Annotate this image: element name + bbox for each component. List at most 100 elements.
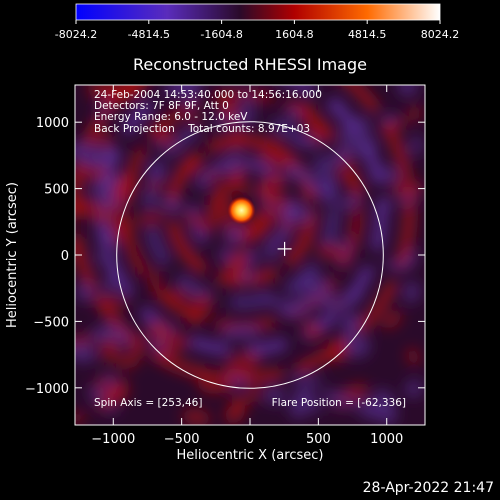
noise-blob bbox=[81, 163, 109, 181]
noise-blob bbox=[264, 386, 285, 405]
info-method: Back Projection Total counts: 8.97E+03 bbox=[94, 123, 310, 135]
noise-blob bbox=[103, 85, 140, 99]
noise-blob bbox=[126, 342, 143, 370]
noise-blob bbox=[89, 294, 129, 309]
noise-blob bbox=[342, 304, 354, 337]
noise-blob bbox=[134, 212, 167, 226]
noise-blob bbox=[75, 145, 102, 170]
noise-blob bbox=[181, 408, 211, 425]
noise-blob bbox=[298, 274, 332, 300]
noise-blob bbox=[403, 281, 421, 303]
noise-blob bbox=[232, 257, 248, 277]
noise-blob bbox=[326, 339, 350, 363]
noise-blob bbox=[97, 130, 112, 150]
noise-blob bbox=[148, 124, 176, 147]
noise-blob bbox=[103, 372, 118, 392]
noise-blob bbox=[321, 180, 337, 207]
noise-blob bbox=[325, 292, 364, 309]
info-energy: Energy Range: 6.0 - 12.0 keV bbox=[94, 111, 248, 123]
noise-blob bbox=[380, 117, 410, 132]
y-tick-label: −500 bbox=[33, 315, 69, 330]
noise-blob bbox=[231, 127, 243, 149]
footer-date: 28-Apr-2022 21:47 bbox=[362, 480, 494, 496]
noise-blob bbox=[334, 167, 366, 193]
noise-blob bbox=[406, 347, 420, 366]
colorbar-tick-label: -4814.5 bbox=[128, 28, 170, 41]
flare-source bbox=[227, 196, 256, 225]
y-axis-label: Heliocentric Y (arcsec) bbox=[5, 182, 20, 328]
noise-blob bbox=[183, 212, 217, 232]
noise-blob bbox=[147, 319, 171, 342]
colorbar-tick-label: 1604.8 bbox=[275, 28, 314, 41]
noise-blob bbox=[75, 142, 102, 152]
noise-blob bbox=[397, 85, 418, 97]
noise-blob bbox=[344, 334, 371, 358]
noise-blob bbox=[335, 97, 345, 118]
noise-blob bbox=[223, 351, 261, 376]
noise-blob bbox=[160, 196, 183, 214]
noise-blob bbox=[404, 379, 423, 398]
noise-blob bbox=[409, 135, 423, 156]
noise-blob bbox=[261, 291, 294, 315]
noise-blob bbox=[321, 390, 357, 408]
noise-blob bbox=[229, 170, 250, 199]
noise-blob bbox=[208, 171, 221, 183]
noise-blob bbox=[247, 386, 263, 399]
x-tick-label: 500 bbox=[306, 432, 331, 447]
colorbar-tick-label: -1604.8 bbox=[200, 28, 242, 41]
noise-blob bbox=[222, 395, 256, 417]
colorbar-tick-label: 8024.2 bbox=[421, 28, 460, 41]
noise-blob bbox=[163, 289, 190, 303]
noise-blob bbox=[344, 194, 364, 208]
noise-blob bbox=[380, 193, 392, 211]
noise-blob bbox=[264, 239, 278, 263]
noise-blob bbox=[148, 269, 161, 285]
noise-blob bbox=[335, 198, 350, 211]
noise-blob bbox=[231, 393, 241, 408]
noise-blob bbox=[265, 191, 291, 210]
noise-blob bbox=[111, 172, 138, 200]
noise-blob bbox=[257, 171, 286, 200]
solar-limb-circle bbox=[116, 121, 384, 389]
noise-blob bbox=[403, 249, 419, 271]
noise-blob bbox=[219, 97, 239, 124]
noise-blob bbox=[117, 334, 131, 347]
noise-blob bbox=[110, 201, 127, 235]
noise-blob bbox=[224, 151, 247, 176]
noise-blob bbox=[221, 323, 262, 340]
x-tick-label: −1000 bbox=[91, 432, 135, 447]
noise-blob bbox=[75, 411, 86, 424]
noise-blob bbox=[96, 240, 119, 266]
noise-blob bbox=[327, 144, 356, 168]
noise-blob bbox=[314, 244, 351, 261]
x-tick-label: 0 bbox=[246, 432, 254, 447]
noise-blob bbox=[288, 375, 324, 387]
image-texture bbox=[75, 85, 423, 425]
x-axis-label: Heliocentric X (arcsec) bbox=[177, 448, 324, 463]
noise-blob bbox=[98, 98, 110, 119]
noise-blob bbox=[185, 294, 213, 324]
noise-blob bbox=[391, 178, 423, 198]
noise-blob bbox=[188, 151, 204, 176]
noise-blob bbox=[147, 180, 164, 191]
y-tick-label: 0 bbox=[61, 249, 69, 264]
flare-position-label: Flare Position = [-62,336] bbox=[272, 397, 406, 409]
info-time-range: 24-Feb-2004 14:53:40.000 to 14:56:16.000 bbox=[94, 89, 322, 101]
noise-blob bbox=[284, 163, 301, 180]
noise-blob bbox=[182, 85, 199, 111]
noise-blob bbox=[339, 117, 371, 145]
y-tick-label: 1000 bbox=[36, 116, 69, 131]
noise-blob bbox=[75, 198, 112, 223]
noise-blob bbox=[75, 282, 95, 302]
noise-blob bbox=[408, 105, 423, 121]
crosshair-marker bbox=[277, 241, 292, 256]
colorbar bbox=[75, 3, 441, 21]
noise-blob bbox=[289, 389, 312, 419]
noise-blob bbox=[99, 338, 121, 362]
noise-blob bbox=[315, 296, 337, 309]
colorbar-tick-label: 4814.5 bbox=[348, 28, 387, 41]
chart-title: Reconstructed RHESSI Image bbox=[133, 55, 367, 74]
noise-blob bbox=[240, 90, 255, 115]
noise-blob bbox=[379, 166, 398, 184]
